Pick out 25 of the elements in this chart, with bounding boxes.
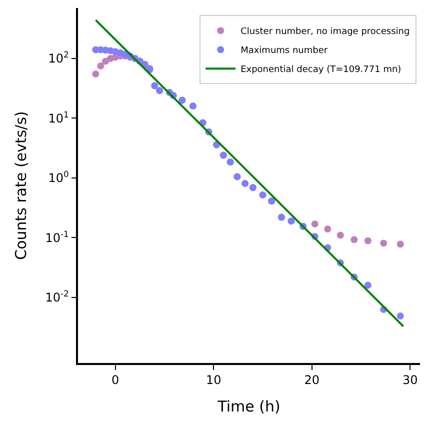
point: [97, 62, 104, 70]
point: [92, 70, 100, 78]
point: [396, 312, 404, 320]
y-tick-label: 10$^{1}$: [48, 109, 69, 126]
y-axis-title: Counts rate (evts/s): [12, 111, 30, 260]
legend-label: Exponential decay (T=109.771 mn): [240, 65, 402, 76]
legend-label: Maximums number: [240, 46, 328, 56]
y-tick-label: 10$^{-1}$: [45, 228, 69, 245]
x-tick-label: 10: [206, 373, 222, 388]
x-tick-label: 30: [402, 373, 418, 388]
point: [336, 232, 344, 239]
point: [364, 237, 372, 244]
x-tick-label: 20: [304, 373, 320, 388]
point: [364, 282, 372, 289]
y-tick-label: 10$^{0}$: [48, 169, 69, 186]
point: [380, 240, 388, 247]
legend-label: Cluster number, no image processing: [240, 27, 410, 38]
x-axis-title: Time (h): [216, 398, 280, 416]
point: [324, 225, 332, 232]
point: [396, 240, 404, 248]
point: [311, 220, 318, 228]
y-tick-label: 10$^{2}$: [48, 50, 69, 66]
y-tick-label: 10$^{-2}$: [45, 288, 69, 305]
point: [350, 236, 358, 244]
x-tick-label: 0: [112, 373, 120, 388]
